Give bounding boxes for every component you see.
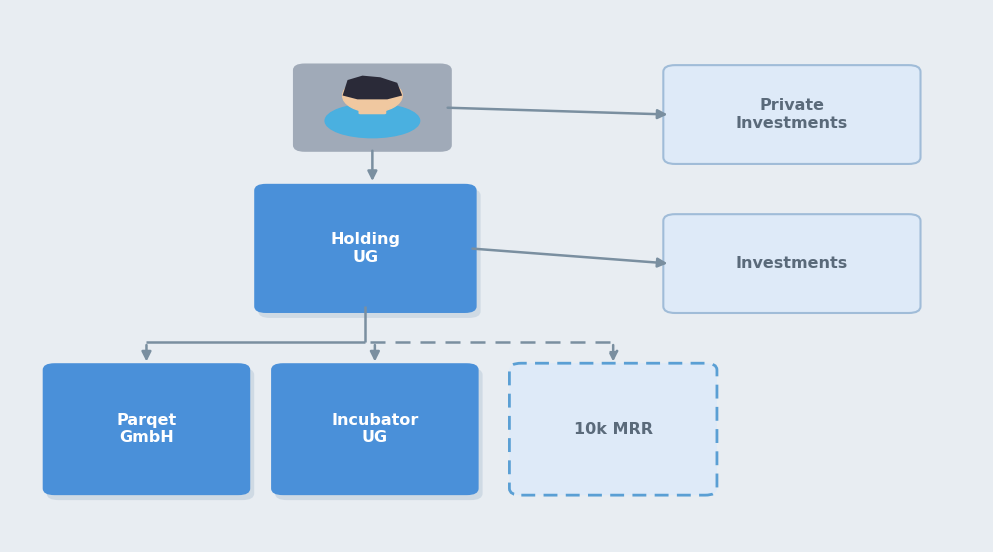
FancyBboxPatch shape (258, 189, 481, 318)
FancyBboxPatch shape (47, 368, 254, 500)
FancyBboxPatch shape (293, 63, 452, 152)
FancyBboxPatch shape (663, 65, 921, 164)
Text: Holding
UG: Holding UG (331, 232, 400, 264)
Text: Parqet
GmbH: Parqet GmbH (116, 413, 177, 445)
FancyBboxPatch shape (663, 214, 921, 313)
FancyBboxPatch shape (509, 363, 717, 495)
Text: 10k MRR: 10k MRR (574, 422, 652, 437)
Ellipse shape (325, 104, 420, 137)
Circle shape (343, 79, 402, 112)
FancyBboxPatch shape (43, 363, 250, 495)
Polygon shape (343, 76, 402, 99)
FancyBboxPatch shape (254, 184, 477, 313)
FancyBboxPatch shape (358, 98, 386, 114)
Text: Incubator
UG: Incubator UG (332, 413, 418, 445)
FancyBboxPatch shape (275, 368, 483, 500)
Text: Private
Investments: Private Investments (736, 98, 848, 131)
Text: Investments: Investments (736, 256, 848, 271)
FancyBboxPatch shape (271, 363, 479, 495)
